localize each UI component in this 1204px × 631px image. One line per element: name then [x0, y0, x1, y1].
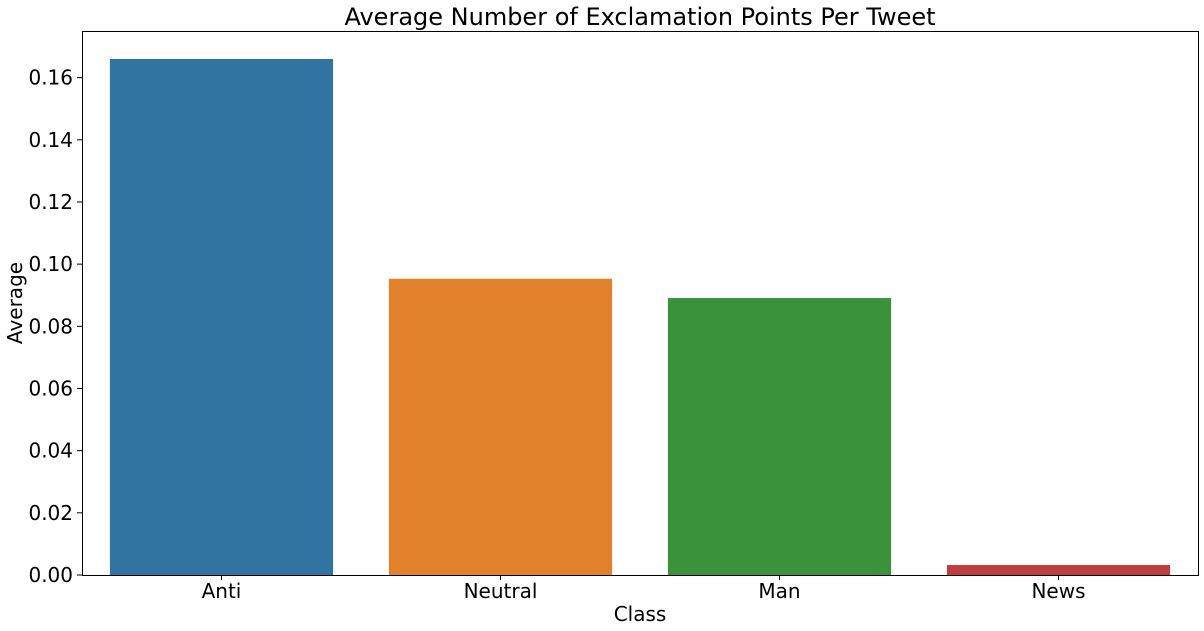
x-axis-label: Class	[614, 602, 667, 626]
plot-frame	[82, 31, 1199, 576]
y-tick-label: 0.10	[28, 252, 73, 276]
chart-title: Average Number of Exclamation Points Per…	[344, 3, 935, 31]
y-tick-label: 0.02	[28, 501, 73, 525]
x-tick-label: Neutral	[464, 579, 538, 603]
bar-man	[667, 298, 892, 575]
y-tick-label: 0.04	[28, 439, 73, 463]
bar-anti	[109, 58, 334, 576]
y-axis-ticks: 0.00 0.02 0.04 0.06 0.08 0.10 0.12 0.14 0.16	[28, 66, 82, 587]
x-tick-label: Anti	[202, 579, 242, 603]
y-tick-label: 0.00	[28, 563, 73, 587]
x-axis-ticks: Anti Neutral Man News	[202, 575, 1086, 603]
y-axis-label: Average	[3, 262, 27, 344]
bar-news	[946, 565, 1171, 575]
y-tick-label: 0.14	[28, 128, 73, 152]
x-tick-label: Man	[758, 579, 800, 603]
bar-neutral	[388, 278, 613, 575]
bars-group	[109, 58, 1171, 576]
x-tick-label: News	[1031, 579, 1085, 603]
y-tick-label: 0.12	[28, 190, 73, 214]
y-tick-label: 0.08	[28, 314, 73, 338]
y-tick-label: 0.06	[28, 376, 73, 400]
y-tick-label: 0.16	[28, 66, 73, 90]
